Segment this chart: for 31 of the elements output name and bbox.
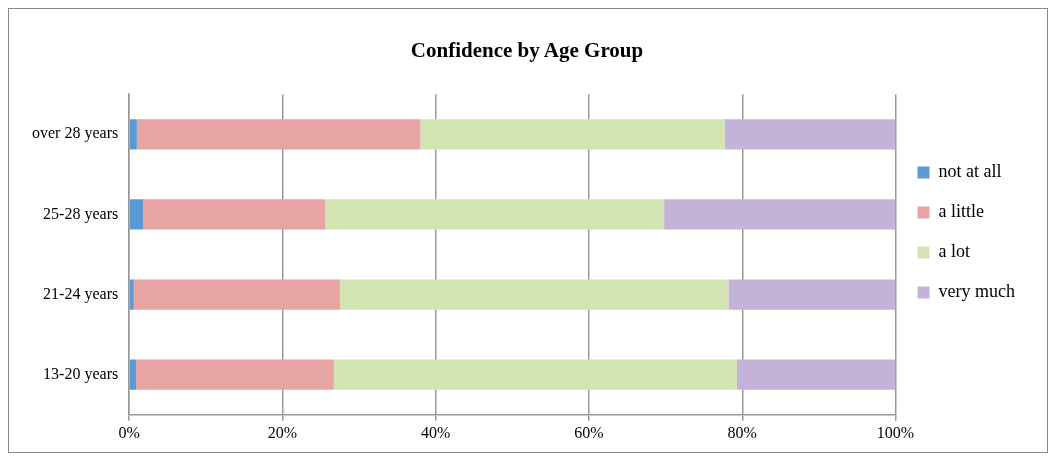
x-tick-label: 100%	[876, 423, 915, 441]
bar	[664, 199, 896, 230]
legend-label: very much	[938, 281, 1016, 302]
bar	[129, 359, 137, 390]
bar	[333, 359, 737, 390]
y-tick-label: 25-28 years	[43, 204, 119, 223]
legend-label: a little	[938, 201, 985, 222]
x-tick-label: 60%	[574, 423, 604, 441]
x-tick-label: 80%	[727, 423, 757, 441]
bar	[129, 279, 134, 310]
bar	[724, 119, 896, 150]
y-tick-label: 21-24 years	[43, 284, 119, 303]
bar	[136, 359, 334, 390]
legend-label: a lot	[938, 241, 971, 262]
bar	[736, 359, 896, 390]
x-tick-label: 20%	[267, 423, 298, 441]
bar	[728, 279, 896, 310]
x-tick-label: 40%	[421, 423, 451, 441]
bar	[325, 199, 665, 230]
y-tick-label: 13-20 years	[43, 364, 119, 383]
legend-label: not at all	[938, 161, 1002, 182]
y-tick-label: over 28 years	[32, 124, 119, 143]
bar	[129, 119, 137, 150]
bar	[136, 119, 421, 150]
bar	[420, 119, 725, 150]
x-tick-label: 0%	[118, 423, 140, 441]
bar	[339, 279, 729, 310]
chart-title: Confidence by Age Group	[410, 38, 644, 63]
bar	[142, 199, 326, 230]
bar	[133, 279, 340, 310]
bar	[129, 199, 143, 230]
